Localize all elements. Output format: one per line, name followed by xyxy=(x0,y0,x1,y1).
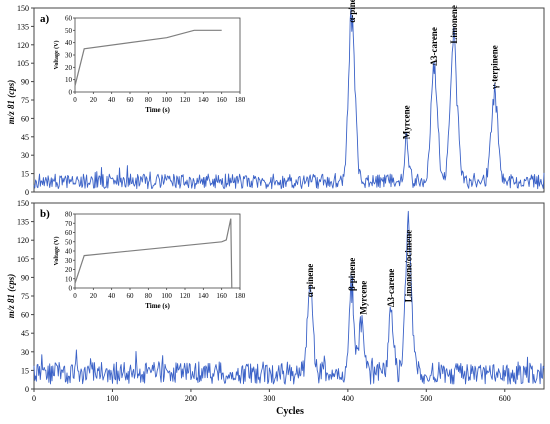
y-tick-label: 30 xyxy=(21,151,29,160)
y-tick-label: 45 xyxy=(21,329,29,338)
y-tick-label: 75 xyxy=(21,96,29,105)
inset-chart: 0 10 20 30 40 50 60 0 20 40 60 80 100 120 140 160 180 Tim… xyxy=(53,12,257,118)
y-tick-label: 150 xyxy=(17,4,29,13)
y-axis-label-top: m/z 81 (cps) xyxy=(6,80,16,125)
inset-x-tick-label: 0 xyxy=(73,96,77,104)
y-tick-label: 30 xyxy=(21,348,29,357)
inset-y-tick-label: 10 xyxy=(65,76,73,84)
peak-annotation: α-pinene xyxy=(347,0,357,23)
inset-x-tick-label: 100 xyxy=(161,292,172,300)
y-tick-label: 45 xyxy=(21,133,29,142)
x-tick-label: 400 xyxy=(342,394,354,403)
x-tick-label: 100 xyxy=(106,394,118,403)
peak-annotation: Myrcene xyxy=(402,105,412,139)
y-tick-label: 15 xyxy=(21,170,29,179)
peak-annotation: γ-terpinene xyxy=(490,45,500,90)
signal-series-0 xyxy=(33,7,545,190)
inset-y-tick-label: 30 xyxy=(65,52,73,60)
y-tick-label: 135 xyxy=(17,218,29,227)
inset-x-tick-label: 160 xyxy=(216,96,227,104)
inset-x-axis-label: Time (s) xyxy=(145,302,170,310)
x-tick-label: 300 xyxy=(263,394,275,403)
y-tick-label: 120 xyxy=(17,236,29,245)
peak-annotation: Δ3-carene xyxy=(429,27,439,65)
y-tick-label: 60 xyxy=(21,114,29,123)
inset-voltage-line xyxy=(74,218,233,289)
inset-voltage-line xyxy=(74,29,222,86)
inset-background xyxy=(62,12,257,118)
inset-x-tick-label: 60 xyxy=(127,292,135,300)
y-tick-label: 90 xyxy=(21,273,29,282)
y-tick-label: 150 xyxy=(17,199,29,208)
inset-y-tick-label: 60 xyxy=(65,229,73,237)
y-tick-label: 90 xyxy=(21,78,29,87)
x-axis-label: Cycles xyxy=(276,406,304,417)
inset-x-tick-label: 180 xyxy=(235,96,246,104)
inset-y-tick-label: 50 xyxy=(65,238,73,246)
y-tick-label: 75 xyxy=(21,292,29,301)
inset-x-tick-label: 140 xyxy=(198,96,209,104)
inset-x-tick-label: 180 xyxy=(235,292,246,300)
x-tick-label: 200 xyxy=(185,394,197,403)
y-tick-label: 60 xyxy=(21,311,29,320)
inset-x-tick-label: 80 xyxy=(145,96,153,104)
inset-x-tick-label: 40 xyxy=(108,292,116,300)
peak-annotation: Limonene/ocimene xyxy=(403,230,413,303)
inset-x-tick-label: 120 xyxy=(180,292,191,300)
peak-annotation: Myrcene xyxy=(359,281,369,315)
inset-y-tick-label: 30 xyxy=(65,257,73,265)
y-tick-label: 15 xyxy=(21,366,29,375)
y-tick-label: 120 xyxy=(17,41,29,50)
inset-y-tick-label: 20 xyxy=(65,64,73,72)
inset-y-tick-label: 50 xyxy=(65,27,73,35)
inset-x-tick-label: 160 xyxy=(216,292,227,300)
inset-x-tick-label: 20 xyxy=(90,292,98,300)
peak-annotation: β-pinene xyxy=(347,258,357,291)
inset-x-tick-label: 100 xyxy=(161,96,172,104)
y-tick-label: 0 xyxy=(25,188,29,197)
inset-y-tick-label: 40 xyxy=(65,248,73,256)
signal-series-0 xyxy=(33,210,545,385)
inset-x-tick-label: 80 xyxy=(145,292,153,300)
inset-y-tick-label: 70 xyxy=(65,220,73,228)
inset-y-axis-label: Voltage (V) xyxy=(53,41,60,70)
y-tick-label: 0 xyxy=(25,385,29,394)
peak-annotation: Limonene xyxy=(449,5,459,44)
peak-annotation: Δ3-carene xyxy=(386,269,396,307)
inset-y-tick-label: 40 xyxy=(65,39,73,47)
inset-x-tick-label: 140 xyxy=(198,292,209,300)
inset-background xyxy=(62,208,257,314)
panel-label: b) xyxy=(40,208,50,220)
inset-y-axis-label: Voltage (V) xyxy=(53,237,60,266)
inset-x-tick-label: 0 xyxy=(73,292,77,300)
inset-x-tick-label: 60 xyxy=(127,96,135,104)
x-tick-label: 0 xyxy=(32,394,36,403)
peak-annotation: α-pinene xyxy=(305,264,315,298)
x-tick-label: 500 xyxy=(420,394,432,403)
inset-y-tick-label: 60 xyxy=(65,15,73,23)
inset-y-tick-label: 0 xyxy=(69,89,73,97)
panel-label: a) xyxy=(40,13,50,25)
y-tick-label: 105 xyxy=(17,59,29,68)
x-tick-label: 600 xyxy=(499,394,511,403)
inset-y-tick-label: 0 xyxy=(69,285,73,293)
panel-0: 0 15 30 45 60 75 90 105 120 135 150 α-pinene Myrcene… xyxy=(17,0,545,197)
inset-y-tick-label: 20 xyxy=(65,266,73,274)
inset-y-tick-label: 10 xyxy=(65,275,73,283)
inset-x-tick-label: 40 xyxy=(108,96,116,104)
inset-x-tick-label: 20 xyxy=(90,96,98,104)
y-tick-label: 105 xyxy=(17,255,29,264)
inset-x-axis-label: Time (s) xyxy=(145,106,170,114)
inset-x-tick-label: 120 xyxy=(180,96,191,104)
inset-y-tick-label: 80 xyxy=(65,211,73,219)
y-axis-label-bottom: m/z 81 (cps) xyxy=(6,274,16,319)
y-tick-label: 135 xyxy=(17,22,29,31)
